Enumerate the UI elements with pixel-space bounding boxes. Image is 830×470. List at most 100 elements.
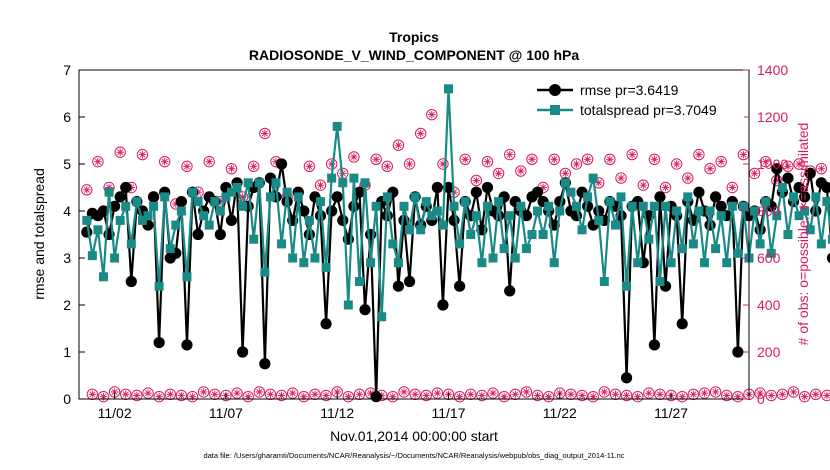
obs-possible-point (231, 387, 243, 399)
totalspread-point (683, 192, 693, 202)
totalspread-point (137, 215, 147, 225)
rmse-point (320, 318, 332, 330)
obs-assimilated-point (728, 183, 737, 192)
totalspread-point (160, 192, 170, 202)
rmse-point (359, 304, 371, 316)
totalspread-point (115, 215, 125, 225)
obs-assimilated-point (461, 155, 469, 164)
legend: rmse pr=3.6419 totalspread pr=3.7049 (532, 78, 744, 122)
totalspread-point (460, 197, 470, 207)
obs-assimilated-point (578, 391, 586, 400)
rmse-point (437, 299, 449, 311)
obs-possible-point (810, 388, 822, 400)
totalspread-point (277, 239, 287, 249)
obs-possible-point (637, 179, 649, 191)
series-layer (81, 84, 830, 403)
obs-assimilated-point (133, 391, 141, 400)
obs-possible-point (682, 172, 694, 184)
obs-assimilated-point (305, 162, 314, 171)
totalspread-point (649, 201, 659, 211)
obs-assimilated-point (422, 391, 431, 400)
right-y-axis: 0 200 400 600 800 1000 1200 1400 (743, 62, 788, 407)
totalspread-point (143, 211, 153, 221)
legend-label-rmse: rmse pr=3.6419 (580, 82, 679, 98)
obs-possible-point (426, 108, 438, 121)
totalspread-point (304, 215, 314, 225)
totalspread-point (705, 206, 715, 216)
obs-possible-point (665, 389, 677, 402)
totalspread-point (811, 192, 821, 202)
obs-assimilated-point (322, 391, 330, 400)
obs-assimilated-point (717, 157, 725, 166)
obs-possible-point (403, 158, 416, 170)
obs-assimilated-point (166, 390, 175, 399)
rmse-point (114, 191, 126, 203)
rmse-point (454, 280, 466, 292)
obs-assimilated-point (478, 391, 486, 400)
obs-possible-point (453, 390, 466, 403)
totalspread-point (360, 178, 370, 188)
totalspread-point (232, 183, 242, 192)
left-y-axis: 0 1 2 3 4 5 6 7 (63, 62, 85, 407)
rmse-point (120, 181, 132, 194)
obs-possible-point (370, 153, 382, 166)
obs-possible-point (197, 386, 210, 398)
obs-possible-point (286, 387, 299, 399)
obs-assimilated-point (483, 157, 492, 166)
obs-possible-point (531, 389, 544, 402)
totalspread-point (254, 178, 264, 188)
totalspread-point (605, 197, 615, 207)
totalspread-point (382, 192, 392, 202)
legend-marker-rmse (549, 84, 561, 96)
obs-possible-point (765, 389, 777, 402)
rmse-point (448, 214, 460, 226)
obs-assimilated-point (110, 388, 119, 396)
obs-assimilated-point (567, 390, 575, 399)
totalspread-point (449, 201, 459, 211)
obs-possible-point (648, 153, 661, 166)
totalspread-point (221, 192, 231, 202)
totalspread-point (438, 220, 448, 230)
obs-assimilated-point (600, 388, 609, 396)
totalspread-point (188, 187, 198, 197)
left-y-tick-label: 7 (63, 62, 71, 78)
totalspread-point (238, 201, 248, 211)
totalspread-point (405, 225, 415, 235)
obs-possible-point (670, 158, 683, 170)
obs-assimilated-point (160, 157, 169, 166)
rmse-point (314, 210, 327, 222)
rmse-point (431, 181, 443, 194)
totalspread-point (210, 197, 220, 207)
obs-assimilated-point (795, 160, 803, 168)
totalspread-point (521, 244, 531, 254)
x-axis-label: Nov.01,2014 00:00:00 start (330, 428, 498, 444)
totalspread-point (544, 201, 554, 211)
y-axis-label-right: # of obs: o=possible; ∗=assimilated (795, 123, 811, 346)
plot-frame (78, 69, 750, 400)
obs-assimilated-point (288, 389, 297, 397)
rmse-point (192, 228, 204, 241)
obs-possible-point (598, 386, 611, 398)
obs-assimilated-point (210, 390, 219, 399)
obs-assimilated-point (611, 390, 620, 399)
rmse-point (732, 346, 744, 358)
obs-assimilated-point (789, 388, 798, 396)
totalspread-point (271, 178, 281, 188)
obs-possible-point (97, 390, 110, 403)
totalspread-point (616, 192, 626, 202)
obs-possible-point (114, 146, 126, 158)
rmse-point (181, 339, 193, 351)
right-y-tick-label: 1200 (757, 109, 788, 125)
totalspread-point (588, 173, 598, 183)
obs-possible-point (298, 390, 310, 403)
totalspread-point (243, 178, 253, 188)
obs-assimilated-point (706, 164, 714, 173)
obs-possible-point (787, 386, 800, 398)
obs-possible-point (587, 390, 599, 403)
obs-possible-point (492, 167, 505, 180)
chart-title: Tropics (389, 29, 439, 45)
obs-possible-point (715, 155, 727, 168)
obs-possible-point (136, 148, 149, 161)
obs-assimilated-point (572, 160, 581, 168)
rmse-point (520, 210, 533, 222)
